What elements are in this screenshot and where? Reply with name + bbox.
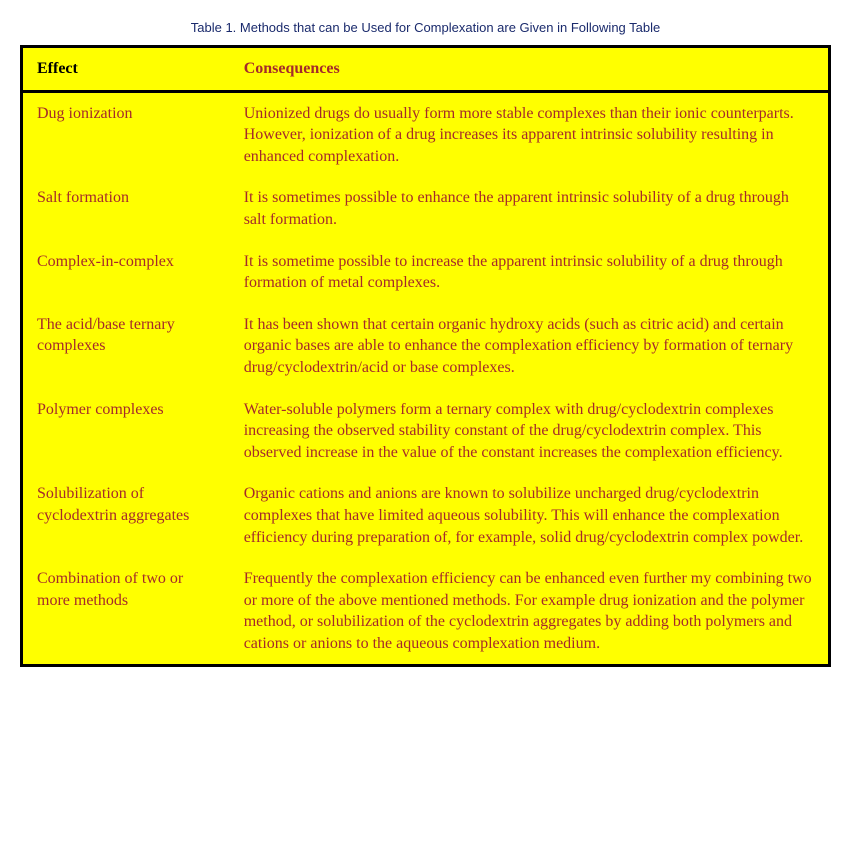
cell-effect: Polymer complexes: [22, 389, 230, 474]
cell-consequences: Organic cations and anions are known to …: [230, 473, 830, 558]
table-caption: Table 1. Methods that can be Used for Co…: [20, 20, 831, 35]
table-row: Combination of two or more methods Frequ…: [22, 558, 830, 666]
cell-consequences: It is sometimes possible to enhance the …: [230, 177, 830, 240]
cell-effect: Combination of two or more methods: [22, 558, 230, 666]
table-row: Dug ionization Unionized drugs do usuall…: [22, 91, 830, 177]
cell-effect: Solubilization of cyclodextrin aggregate…: [22, 473, 230, 558]
col-header-consequences: Consequences: [230, 47, 830, 92]
table-row: Solubilization of cyclodextrin aggregate…: [22, 473, 830, 558]
table-row: Complex-in-complex It is sometime possib…: [22, 241, 830, 304]
table-row: Polymer complexes Water-soluble polymers…: [22, 389, 830, 474]
complexation-methods-table: Effect Consequences Dug ionization Union…: [20, 45, 831, 667]
table-row: The acid/base ternary complexes It has b…: [22, 304, 830, 389]
cell-effect: Complex-in-complex: [22, 241, 230, 304]
cell-consequences: It is sometime possible to increase the …: [230, 241, 830, 304]
cell-effect: The acid/base ternary complexes: [22, 304, 230, 389]
col-header-effect: Effect: [22, 47, 230, 92]
cell-consequences: Frequently the complexation efficiency c…: [230, 558, 830, 666]
cell-effect: Dug ionization: [22, 91, 230, 177]
cell-consequences: Water-soluble polymers form a ternary co…: [230, 389, 830, 474]
cell-consequences: It has been shown that certain organic h…: [230, 304, 830, 389]
cell-effect: Salt formation: [22, 177, 230, 240]
table-header: Effect Consequences: [22, 47, 830, 92]
table-header-row: Effect Consequences: [22, 47, 830, 92]
cell-consequences: Unionized drugs do usually form more sta…: [230, 91, 830, 177]
table-row: Salt formation It is sometimes possible …: [22, 177, 830, 240]
table-body: Dug ionization Unionized drugs do usuall…: [22, 91, 830, 666]
